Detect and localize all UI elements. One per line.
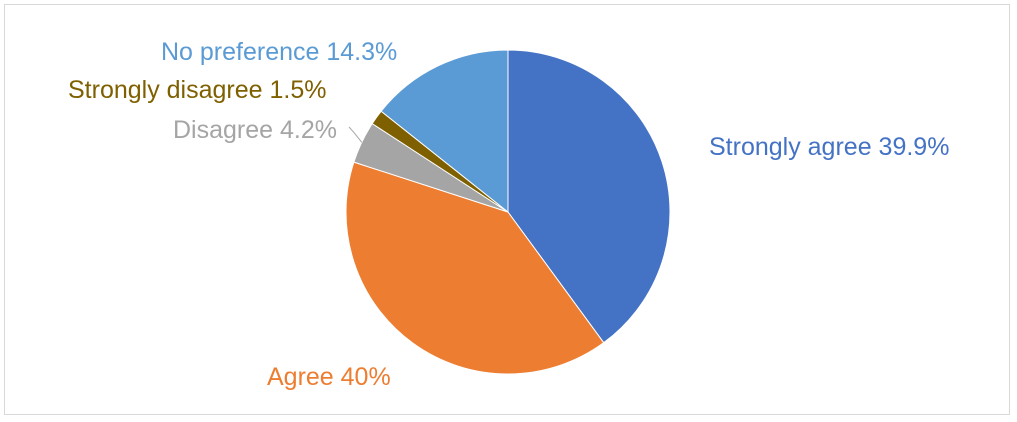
- label-agree: Agree 40%: [267, 363, 391, 391]
- label-strongly-agree: Strongly agree 39.9%: [709, 133, 949, 161]
- pie-slice-no-preference: [380, 49, 509, 214]
- leader-lines: [348, 126, 363, 143]
- pie-slices: [345, 49, 671, 375]
- pie-slice-agree: [345, 161, 605, 375]
- leader-line-disagree: [348, 126, 363, 143]
- label-strongly-disagree: Strongly disagree 1.5%: [68, 76, 326, 104]
- label-disagree: Disagree 4.2%: [173, 116, 337, 144]
- label-no-preference: No preference 14.3%: [161, 38, 397, 66]
- pie-slice-strongly-agree: [507, 49, 671, 344]
